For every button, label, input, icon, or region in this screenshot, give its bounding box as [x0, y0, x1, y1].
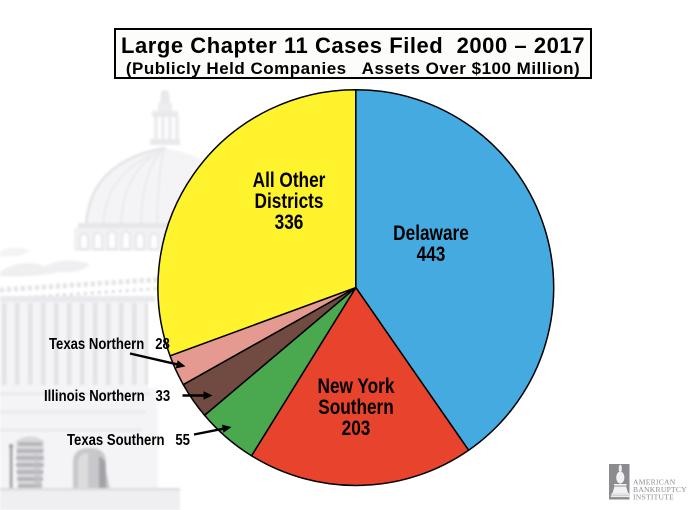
svg-text:BANKRUPTCY: BANKRUPTCY [633, 485, 687, 494]
svg-text:AMERICAN: AMERICAN [633, 477, 676, 486]
svg-text:INSTITUTE: INSTITUTE [633, 493, 674, 502]
